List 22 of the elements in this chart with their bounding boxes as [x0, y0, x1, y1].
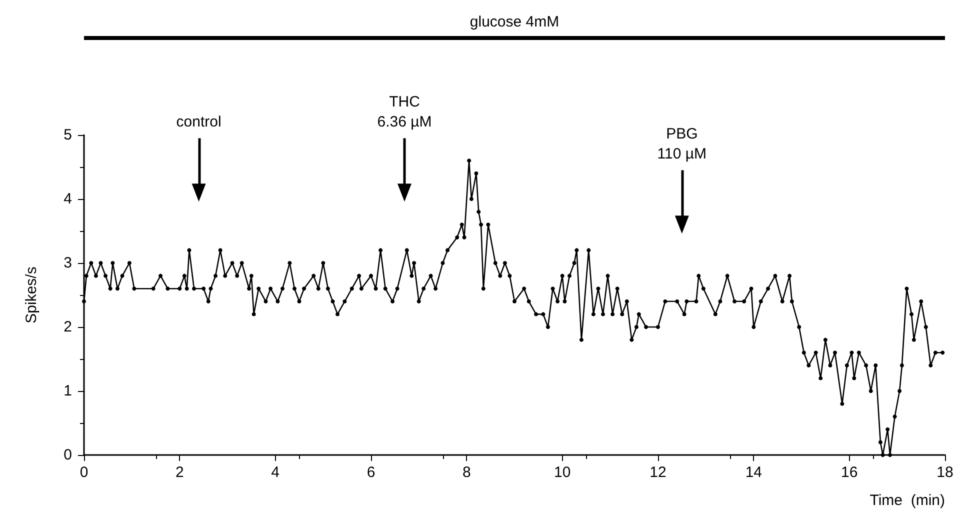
x-tick-label: 16 [840, 464, 858, 481]
x-tick-label: 2 [175, 464, 184, 481]
annotation: PBG 110 µM [657, 126, 707, 163]
y-tick-label: 4 [64, 190, 72, 208]
y-tick-label: 2 [64, 318, 72, 336]
x-tick-label: 6 [366, 464, 376, 481]
y-tick-label: 0 [64, 446, 72, 464]
x-tick-label: 12 [650, 464, 666, 481]
x-tick-label: 8 [462, 464, 471, 481]
y-axis-title: Spikes/s [23, 266, 40, 324]
y-tick-label: 3 [64, 254, 72, 272]
x-axis-title: Time (min) [870, 492, 945, 509]
y-tick-label: 5 [64, 126, 72, 144]
x-tick-label: 18 [936, 464, 954, 481]
x-tick-label: 0 [80, 464, 88, 481]
x-tick-label: 4 [271, 464, 280, 481]
annotation: control [176, 114, 222, 131]
x-tick-label: 14 [745, 464, 762, 481]
annotation: THC 6.36 µM [377, 94, 432, 131]
text: glucose 4mM [470, 14, 560, 30]
x-tick-label: 10 [554, 464, 571, 481]
y-tick-label: 1 [64, 382, 72, 400]
